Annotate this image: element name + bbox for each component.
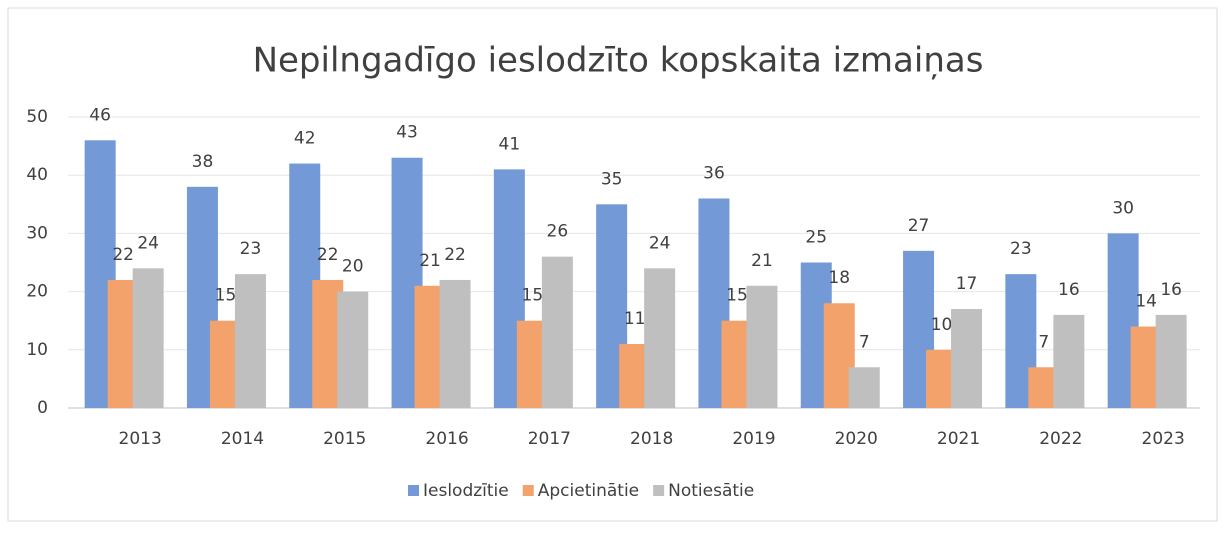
y-tick-label: 50 — [26, 107, 48, 127]
bar — [1053, 314, 1085, 408]
y-tick-label: 0 — [37, 398, 48, 418]
data-label: 38 — [192, 152, 214, 172]
data-label: 27 — [908, 216, 930, 236]
data-label: 24 — [137, 233, 159, 253]
data-label: 30 — [1112, 198, 1134, 218]
data-label: 17 — [956, 274, 978, 294]
x-tick-label: 2018 — [630, 429, 673, 449]
bar — [541, 256, 573, 408]
x-tick-label: 2014 — [221, 429, 264, 449]
bar — [746, 285, 778, 408]
bar — [644, 268, 676, 408]
data-label: 22 — [112, 245, 134, 265]
data-label: 16 — [1058, 280, 1080, 300]
bar — [234, 274, 266, 408]
data-label: 23 — [1010, 239, 1032, 259]
data-label: 24 — [649, 233, 671, 253]
data-label: 25 — [805, 228, 827, 248]
y-tick-label: 20 — [26, 282, 48, 302]
x-tick-label: 2021 — [937, 429, 980, 449]
data-label: 35 — [601, 169, 623, 189]
data-label: 15 — [522, 286, 544, 306]
bar — [848, 367, 880, 408]
x-tick-label: 2016 — [425, 429, 468, 449]
data-label: 22 — [444, 245, 466, 265]
data-label: 22 — [317, 245, 339, 265]
x-tick-label: 2013 — [119, 429, 162, 449]
bar — [439, 279, 471, 408]
legend-swatch — [653, 485, 665, 496]
data-label: 43 — [396, 123, 418, 143]
data-label: 23 — [240, 239, 262, 259]
legend-label: Notiesātie — [668, 481, 754, 501]
bar — [951, 309, 983, 408]
data-label: 14 — [1135, 292, 1157, 312]
y-tick-label: 30 — [26, 223, 48, 243]
chart-title: Nepilngadīgo ieslodzīto kopskaita izmaiņ… — [253, 41, 984, 81]
legend-label: Ieslodzītie — [423, 481, 509, 501]
data-label: 7 — [1038, 332, 1049, 352]
data-label: 41 — [499, 134, 521, 154]
x-tick-label: 2019 — [732, 429, 775, 449]
x-tick-label: 2015 — [323, 429, 366, 449]
data-label: 42 — [294, 129, 316, 149]
data-label: 36 — [703, 163, 725, 183]
data-label: 46 — [89, 105, 111, 125]
data-label: 15 — [215, 286, 237, 306]
data-label: 21 — [751, 251, 773, 271]
data-label: 20 — [342, 257, 364, 277]
data-label: 21 — [419, 251, 441, 271]
legend-label: Apcietinātie — [538, 481, 639, 501]
legend-swatch — [522, 485, 534, 496]
data-label: 7 — [859, 332, 870, 352]
bar — [132, 268, 164, 408]
data-label: 18 — [828, 268, 850, 288]
x-tick-label: 2022 — [1039, 429, 1082, 449]
bar — [337, 291, 369, 408]
bar — [1155, 314, 1187, 408]
data-label: 11 — [624, 309, 646, 329]
data-label: 15 — [726, 286, 748, 306]
x-tick-label: 2017 — [528, 429, 571, 449]
data-label: 10 — [931, 315, 953, 335]
y-tick-label: 10 — [26, 340, 48, 360]
x-tick-label: 2023 — [1142, 429, 1185, 449]
y-tick-label: 40 — [26, 165, 48, 185]
data-label: 26 — [547, 222, 569, 242]
legend-swatch — [408, 485, 419, 496]
data-label: 16 — [1160, 280, 1182, 300]
x-tick-label: 2020 — [835, 429, 878, 449]
